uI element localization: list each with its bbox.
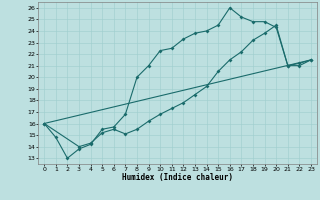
X-axis label: Humidex (Indice chaleur): Humidex (Indice chaleur): [122, 173, 233, 182]
